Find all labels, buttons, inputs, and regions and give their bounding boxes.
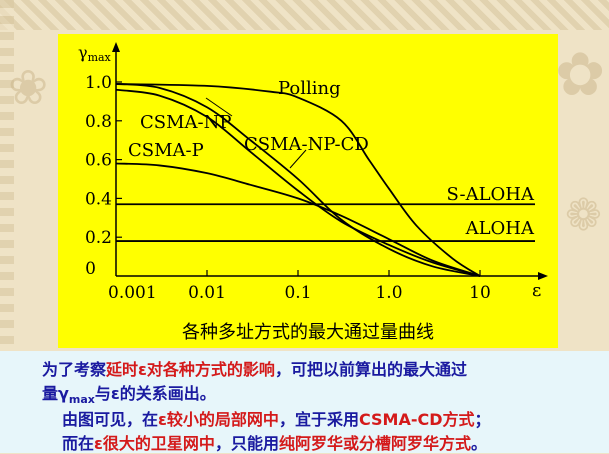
text-segment: ，可把以前算出的最大通过 xyxy=(275,360,467,379)
highlight-text: ε很大的卫星网中 xyxy=(94,434,215,453)
series-label: ALOHA xyxy=(465,218,535,239)
description-line-4: 而在ε很大的卫星网中，只能用纯阿罗华或分槽阿罗华方式。 xyxy=(62,430,487,454)
description-line-1: 为了考察延时ε对各种方式的影响，可把以前算出的最大通过 xyxy=(42,356,467,380)
text-segment: 而在 xyxy=(62,434,94,453)
x-tick-label: 0.01 xyxy=(188,283,226,303)
y-tick-label: 1.0 xyxy=(85,73,112,93)
y-tick-label: 0.4 xyxy=(85,189,112,209)
text-segment: 量γ xyxy=(42,384,69,403)
description-line-3: 由图可见，在ε较小的局部网中，宜于采用CSMA-CD方式； xyxy=(62,406,491,430)
series-label: CSMA-P xyxy=(128,140,204,161)
y-tick-label: 0.8 xyxy=(85,112,112,132)
y-tick-label: 0.6 xyxy=(85,151,112,171)
text-segment: ，只能用 xyxy=(215,434,279,453)
x-tick-label: 0.1 xyxy=(284,283,311,303)
x-axis-arrow xyxy=(538,272,548,280)
highlight-text: 延时ε对各种方式的影响 xyxy=(106,360,275,379)
text-segment: 由图可见，在 xyxy=(62,410,158,429)
text-segment: 与ε的关系画出。 xyxy=(95,384,216,403)
x-tick-label: 1.0 xyxy=(375,283,402,303)
y-tick-label: 0 xyxy=(85,259,96,279)
description-line-2: 量γmax与ε的关系画出。 xyxy=(42,380,216,406)
highlight-text: CSMA-CD方式 xyxy=(359,410,475,429)
text-segment: 为了考察 xyxy=(42,360,106,379)
highlight-text: ε较小的局部网中 xyxy=(158,410,279,429)
series-label: CSMA-NP-CD xyxy=(244,134,369,155)
series-label: S-ALOHA xyxy=(447,184,535,205)
text-segment: ； xyxy=(475,410,491,429)
x-tick-label: 10 xyxy=(469,283,491,303)
y-tick-label: 0.2 xyxy=(85,228,112,248)
series-label: Polling xyxy=(278,78,341,99)
y-axis-label-subscript: max xyxy=(88,51,112,64)
highlight-text: 纯阿罗华或分槽阿罗华方式 xyxy=(279,434,471,453)
chart-title: 各种多址方式的最大通过量曲线 xyxy=(58,318,558,344)
x-tick-label: 0.001 xyxy=(108,283,157,303)
x-axis-label: ε xyxy=(532,280,541,301)
y-axis-arrow xyxy=(112,42,120,52)
text-segment: 。 xyxy=(471,434,487,453)
y-axis-label: γmax xyxy=(78,43,112,64)
subscript: max xyxy=(69,393,95,406)
series-label: CSMA-NP xyxy=(140,112,231,133)
text-segment: ，宜于采用 xyxy=(279,410,359,429)
